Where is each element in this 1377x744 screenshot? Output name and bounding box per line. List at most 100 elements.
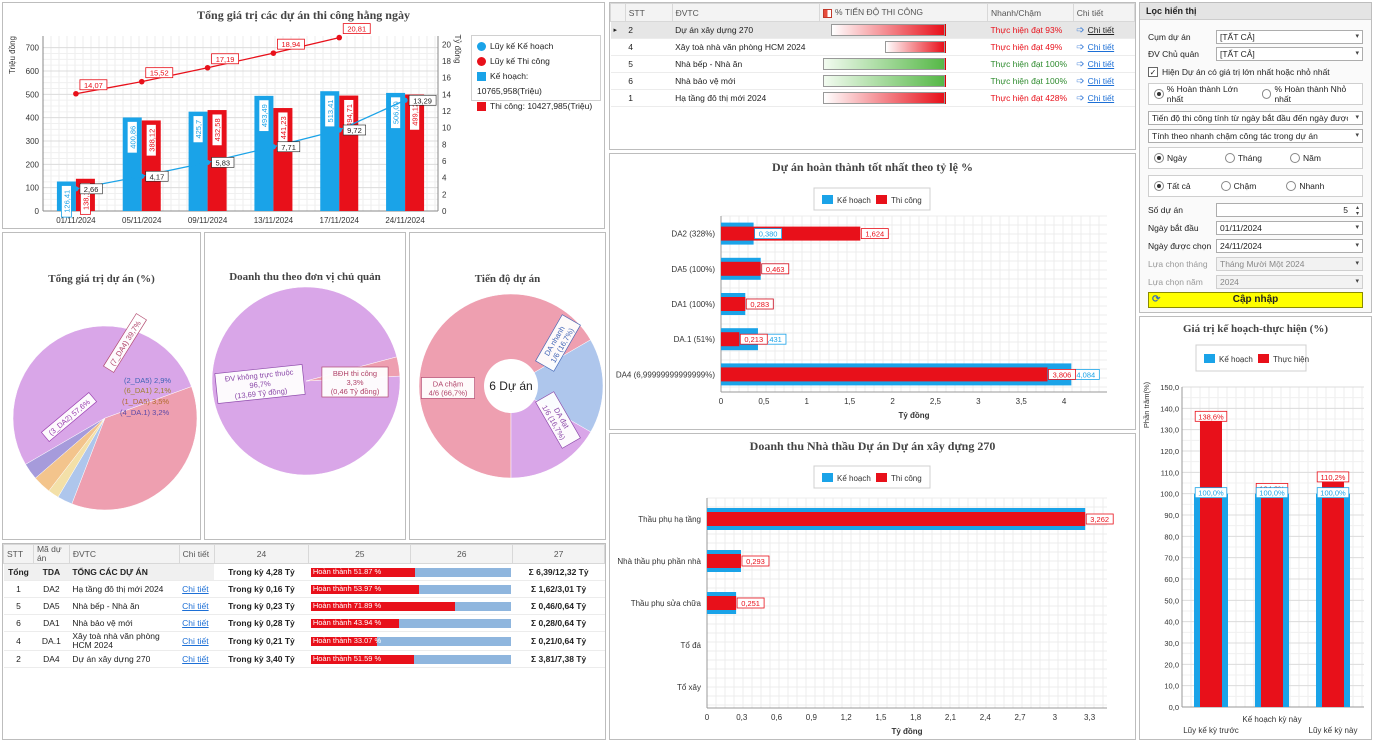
detail-link[interactable]: Chi tiết [1087, 58, 1115, 69]
cell-progress: Hoàn thành 53.97 % [308, 580, 513, 598]
pie3-slice [510, 339, 604, 433]
cell-detail[interactable]: ➩ Chi tiết [1073, 21, 1135, 39]
cum-plan-label-box [408, 94, 437, 106]
col-day-27[interactable]: 27 [512, 544, 605, 564]
cell-detail[interactable]: Chi tiết [179, 650, 215, 668]
cluster-select[interactable]: [TẤT CẢ] ▾ [1216, 30, 1363, 44]
pcol-speed[interactable]: Nhanh/Chậm [986, 3, 1074, 22]
table-row[interactable]: 6 DA1 Nhà bảo vệ mới Chi tiết Trong kỳ 0,28 … [3, 614, 605, 632]
progress-mode-select[interactable]: Tiến độ thi công tính từ ngày bắt đầu đế… [1148, 111, 1363, 125]
plan-bar-label: 100,0% [1320, 489, 1346, 498]
cell-detail[interactable]: ➩ Chi tiết [1073, 38, 1135, 56]
table-row[interactable]: 1 Hạ tầng đô thị mới 2024 Thực hiện đạt 42… [610, 89, 1135, 107]
pie3-center: 6 Dự án [489, 379, 532, 393]
table-row[interactable]: 6 Nhà bảo vệ mới Thực hiện đạt 100% ➩ Chi ti… [610, 72, 1135, 90]
pcol-detail[interactable]: Chi tiết [1072, 3, 1135, 22]
col-code[interactable]: Mã dự án [32, 544, 70, 564]
table-row[interactable]: ▸ 2 Dự án xây dựng 270 Thực hiện đạt 93% ➩ Ch… [610, 21, 1135, 39]
cell-detail[interactable]: Chi tiết [179, 614, 215, 632]
col-day-24[interactable]: 24 [213, 544, 310, 564]
detail-link[interactable]: Chi tiết [1087, 41, 1115, 52]
extreme-checkbox-row[interactable]: ✓ Hiện Dự án có giá trị lớn nhất hoặc nh… [1148, 67, 1330, 77]
cell-unit: Nhà bếp - Nhà ăn [69, 597, 180, 615]
plan-bar-label-group: 400,86 [126, 121, 138, 154]
detail-link[interactable]: Chi tiết [182, 601, 209, 611]
radio-slow[interactable]: Chậm [1220, 181, 1256, 191]
cell-detail[interactable]: Chi tiết [179, 580, 215, 598]
pcol-unit[interactable]: ĐVTC [671, 3, 821, 22]
y-tick-label: 140,0 [1160, 404, 1179, 413]
table-row[interactable]: 4 Xây toà nhà văn phòng HCM 2024 Thực hiện… [610, 38, 1135, 56]
detail-link[interactable]: Chi tiết [1087, 24, 1115, 35]
total-row[interactable]: Tổng TDA TỔNG CÁC DỰ ÁN Trong kỳ 4,28 Tỷ Hoà… [3, 563, 605, 581]
y2-tick-label: 6 [442, 157, 447, 166]
chosen-date-picker[interactable]: 24/11/2024 ▾ [1216, 239, 1363, 253]
progress-bar: Hoàn thành 71.89 % [310, 601, 511, 611]
hbar2-legend-plan-swatch [822, 473, 833, 482]
pie-revenue-unit-title: Doanh thu theo đơn vị chủ quản [229, 271, 381, 283]
col-unit[interactable]: ĐVTC [68, 544, 180, 564]
radio-fast[interactable]: Nhanh [1286, 181, 1324, 191]
detail-link[interactable]: Chi tiết [1087, 75, 1115, 86]
x-tick-label: 17/11/2024 [320, 216, 360, 225]
cum-plan-label: 7,71 [281, 143, 296, 152]
pcol-progress[interactable]: % TIẾN ĐỘ THI CÔNG [819, 3, 988, 22]
x-tick-label: 1 [805, 397, 810, 406]
y-tick-label: 50,0 [1164, 596, 1179, 605]
start-date-picker[interactable]: 01/11/2024 ▾ [1216, 221, 1363, 235]
radio-max[interactable]: % Hoàn thành Lớn nhất [1154, 84, 1254, 104]
cell-progress: Hoàn thành 33.07 % [308, 631, 513, 651]
update-button[interactable]: ⟳ Cập nhập [1148, 292, 1363, 308]
count-spinner[interactable]: 5 ▴ ▾ [1216, 203, 1363, 217]
x-axis-label: Tỷ đồng [891, 727, 922, 736]
y2-tick-label: 18 [442, 57, 451, 66]
detail-link[interactable]: Chi tiết [182, 654, 209, 664]
col-day-26[interactable]: 26 [410, 544, 514, 564]
pie3-label-box [535, 314, 581, 372]
plan-bar-label-group: 493,49 [258, 99, 270, 132]
cell-unit: Nhà bảo vệ mới [69, 614, 180, 632]
period-radio-group: Ngày Tháng Năm [1148, 147, 1363, 169]
speed-mode-select[interactable]: Tính theo nhanh chậm công tác trong dự á… [1148, 129, 1363, 143]
table-row[interactable]: 5 DA5 Nhà bếp - Nhà ăn Chi tiết Trong kỳ 0,2… [3, 597, 605, 615]
table-row[interactable]: 5 Nhà bếp - Nhà ăn Thực hiện đạt 100% ➩ Chi … [610, 55, 1135, 73]
unit-select[interactable]: [TẤT CẢ] ▾ [1216, 47, 1363, 61]
y2-tick-label: 4 [442, 174, 447, 183]
cell-detail[interactable]: ➩ Chi tiết [1073, 89, 1135, 107]
table-row[interactable]: 2 DA4 Dự án xây dựng 270 Chi tiết Trong kỳ 3… [3, 650, 605, 668]
plan-bar-label-box [126, 121, 138, 154]
cell-detail[interactable]: Chi tiết [179, 631, 215, 651]
col-day-25[interactable]: 25 [308, 544, 412, 564]
pcol-stt[interactable]: STT [624, 3, 673, 22]
cell-code: DA.1 [33, 631, 70, 651]
table-row[interactable]: 1 DA2 Hạ tầng đô thị mới 2024 Chi tiết Trong… [3, 580, 605, 598]
progress-mode-row: Tiến độ thi công tính từ ngày bắt đầu đế… [1148, 110, 1363, 126]
radio-all[interactable]: Tất cả [1154, 181, 1191, 191]
radio-min[interactable]: % Hoàn thành Nhỏ nhất [1261, 84, 1362, 104]
detail-link[interactable]: Chi tiết [182, 618, 209, 628]
col-detail[interactable]: Chi tiết [178, 544, 215, 564]
cell-detail[interactable]: Chi tiết [179, 597, 215, 615]
radio-day[interactable]: Ngày [1154, 153, 1187, 163]
pie3-label: 4/6 (66,7%) [429, 389, 468, 398]
actual-bar-label-box [1048, 368, 1076, 380]
detail-link[interactable]: Chi tiết [182, 584, 209, 594]
detail-link[interactable]: Chi tiết [182, 636, 209, 646]
radio-month[interactable]: Tháng [1224, 153, 1262, 163]
legend-cum-plan: Lũy kế Kế hoạch [477, 39, 595, 54]
checkbox-extreme[interactable]: ✓ [1148, 67, 1158, 77]
detail-link[interactable]: Chi tiết [1087, 92, 1115, 103]
year-select[interactable]: 2024 ▾ [1216, 275, 1363, 289]
cell-detail[interactable]: ➩ Chi tiết [1073, 72, 1135, 90]
col-stt[interactable]: STT [3, 544, 34, 564]
table-row[interactable]: 4 DA.1 Xây toà nhà văn phòng HCM 2024 Chi t… [3, 631, 605, 651]
pie3-slice [510, 385, 592, 479]
plan-actual-percent-panel: Giá trị kế hoạch-thực hiện (%) 0,0 10,0 20… [1139, 316, 1372, 740]
cum-actual-label-box [211, 53, 239, 65]
cell-detail[interactable]: ➩ Chi tiết [1073, 55, 1135, 73]
month-select[interactable]: Tháng Mười Một 2024 ▾ [1216, 257, 1363, 271]
x-tick-label: 3 [976, 397, 981, 406]
y-tick-label: Nhà thầu phụ phần nhà [617, 557, 701, 566]
radio-year[interactable]: Năm [1289, 153, 1321, 163]
chevron-down-icon: ▾ [1355, 224, 1359, 231]
